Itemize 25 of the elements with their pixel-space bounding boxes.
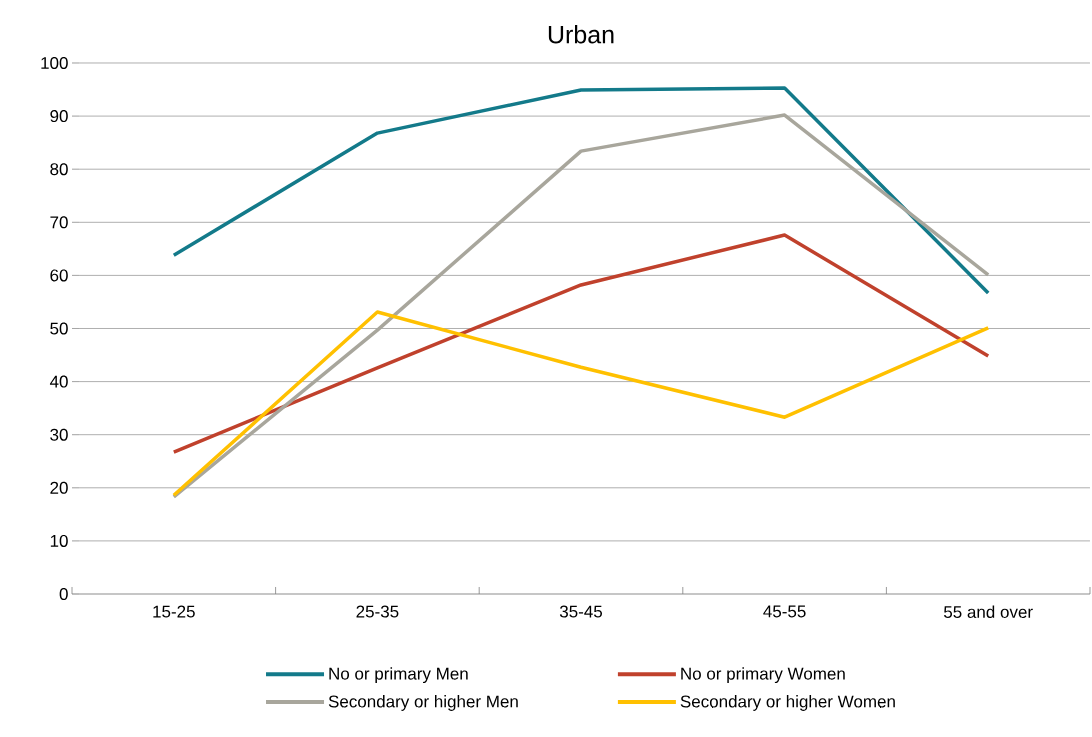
x-tick-label: 55 and over <box>943 605 1033 619</box>
x-tick-label: 35-45 <box>559 605 603 618</box>
y-tick-label: 80 <box>50 163 68 176</box>
chart-title: Urban <box>548 25 614 44</box>
y-tick-label: 0 <box>59 587 68 601</box>
x-tick-label: 15-25 <box>153 605 195 618</box>
legend-label: No or primary Women <box>681 667 845 684</box>
line-series <box>172 310 990 497</box>
x-tick-label: 25-35 <box>356 605 399 618</box>
y-tick-label: 10 <box>50 534 68 547</box>
y-tick-label: 40 <box>49 375 68 388</box>
legend-label: Secondary or higher Men <box>328 695 518 711</box>
y-tick-label: 50 <box>50 322 68 335</box>
line-series <box>172 113 990 499</box>
y-tick-label: 70 <box>50 216 68 229</box>
legend-label: No or primary Men <box>329 667 468 684</box>
line-series <box>172 233 990 454</box>
y-tick-label: 20 <box>50 481 68 494</box>
line-series <box>172 86 990 295</box>
legend-label: Secondary or higher Women <box>680 695 895 711</box>
y-tick-label: 90 <box>50 110 68 123</box>
x-tick-label: 45-55 <box>763 605 806 618</box>
y-tick-label: 30 <box>50 428 68 441</box>
y-tick-label: 60 <box>50 269 68 282</box>
y-tick-label: 100 <box>41 56 68 70</box>
